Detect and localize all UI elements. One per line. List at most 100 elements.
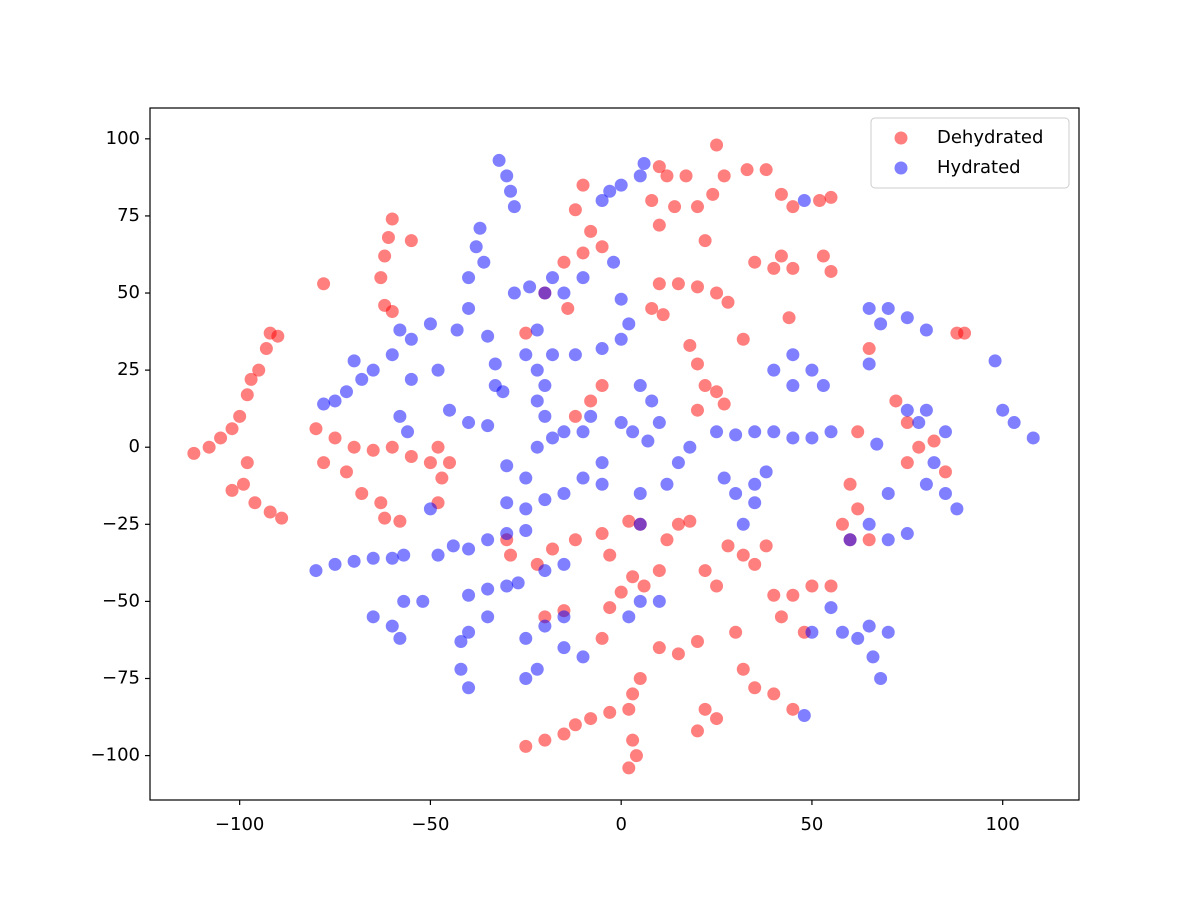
point xyxy=(660,477,674,491)
point xyxy=(797,194,811,208)
point xyxy=(504,548,518,562)
point xyxy=(225,422,239,436)
point xyxy=(462,416,476,430)
point xyxy=(236,477,250,491)
point xyxy=(671,647,685,661)
y-tick-label: −100 xyxy=(91,745,140,766)
point xyxy=(423,502,437,516)
point xyxy=(481,533,495,547)
point xyxy=(568,718,582,732)
point xyxy=(328,431,342,445)
point xyxy=(576,650,590,664)
point xyxy=(385,551,399,565)
point xyxy=(813,194,827,208)
point xyxy=(309,422,323,436)
point xyxy=(652,641,666,655)
point xyxy=(538,610,552,624)
point xyxy=(740,163,754,177)
point xyxy=(900,311,914,325)
point xyxy=(698,564,712,578)
point xyxy=(690,634,704,648)
point xyxy=(729,428,743,442)
point xyxy=(652,160,666,174)
point xyxy=(519,739,533,753)
point xyxy=(442,456,456,470)
point xyxy=(500,496,514,510)
y-tick-label: −25 xyxy=(102,513,140,534)
point xyxy=(919,477,933,491)
point xyxy=(652,416,666,430)
point xyxy=(774,249,788,263)
point xyxy=(637,579,651,593)
point xyxy=(862,533,876,547)
point xyxy=(530,363,544,377)
point xyxy=(454,634,468,648)
point xyxy=(328,557,342,571)
point xyxy=(683,338,697,352)
point xyxy=(530,662,544,676)
point xyxy=(378,511,392,525)
point xyxy=(603,705,617,719)
point xyxy=(462,588,476,602)
point xyxy=(767,687,781,701)
point xyxy=(660,533,674,547)
point xyxy=(851,631,865,645)
point xyxy=(782,311,796,325)
point xyxy=(202,440,216,454)
point xyxy=(900,416,914,430)
point xyxy=(690,403,704,417)
point xyxy=(774,610,788,624)
point xyxy=(698,234,712,248)
point xyxy=(381,231,395,245)
point xyxy=(317,277,331,291)
point xyxy=(786,431,800,445)
point xyxy=(748,681,762,695)
point xyxy=(595,379,609,393)
point xyxy=(507,286,521,300)
point xyxy=(938,425,952,439)
point xyxy=(546,431,560,445)
point xyxy=(835,517,849,531)
point xyxy=(938,465,952,479)
point xyxy=(824,264,838,278)
point xyxy=(339,385,353,399)
point xyxy=(462,301,476,315)
point xyxy=(275,511,289,525)
point xyxy=(355,486,369,500)
point xyxy=(404,372,418,386)
point xyxy=(1026,431,1040,445)
point xyxy=(595,631,609,645)
point xyxy=(481,582,495,596)
point xyxy=(187,446,201,460)
point xyxy=(519,502,533,516)
point xyxy=(595,240,609,254)
point xyxy=(786,702,800,716)
point xyxy=(824,579,838,593)
point xyxy=(595,342,609,356)
point xyxy=(366,551,380,565)
point xyxy=(397,594,411,608)
point xyxy=(538,564,552,578)
x-tick-label: 0 xyxy=(615,814,626,835)
point xyxy=(759,539,773,553)
point xyxy=(988,354,1002,368)
point xyxy=(584,394,598,408)
point xyxy=(603,548,617,562)
point xyxy=(481,610,495,624)
point xyxy=(385,440,399,454)
point xyxy=(652,277,666,291)
point xyxy=(446,539,460,553)
point xyxy=(530,394,544,408)
y-tick-label: 0 xyxy=(129,436,140,457)
point xyxy=(557,425,571,439)
point xyxy=(851,425,865,439)
point xyxy=(538,493,552,507)
point xyxy=(668,200,682,214)
point xyxy=(423,456,437,470)
point xyxy=(523,280,537,294)
point xyxy=(805,363,819,377)
plot-area xyxy=(187,138,1040,775)
point xyxy=(645,194,659,208)
point xyxy=(546,542,560,556)
point xyxy=(736,662,750,676)
